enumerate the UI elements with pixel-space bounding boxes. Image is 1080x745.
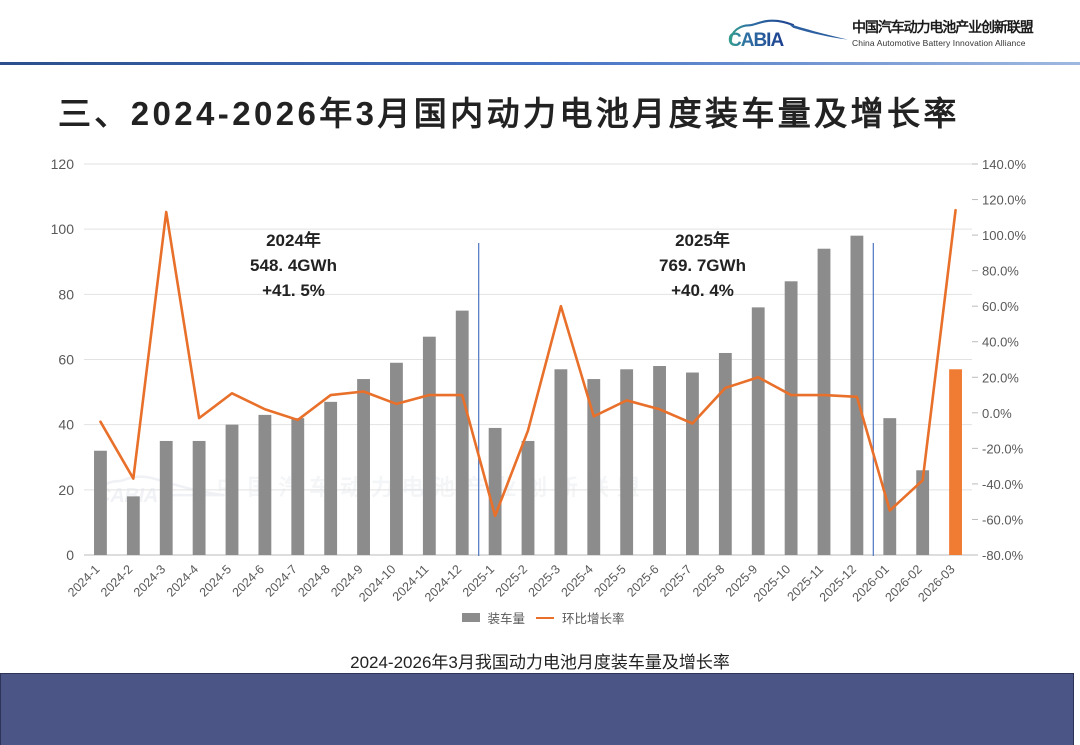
svg-text:2024-2: 2024-2 [98,562,135,599]
svg-text:2025-8: 2025-8 [690,562,727,599]
svg-text:40.0%: 40.0% [982,335,1019,350]
svg-text:2024-1: 2024-1 [65,562,102,599]
svg-text:2025-2: 2025-2 [493,562,530,599]
svg-text:120.0%: 120.0% [982,193,1027,208]
svg-text:20.0%: 20.0% [982,370,1019,385]
svg-text:100: 100 [51,221,75,237]
svg-text:2024-3: 2024-3 [131,562,168,599]
svg-text:2025-4: 2025-4 [558,562,595,599]
svg-text:120: 120 [51,156,75,172]
svg-text:-80.0%: -80.0% [982,548,1024,563]
svg-text:-60.0%: -60.0% [982,512,1024,527]
svg-text:140.0%: 140.0% [982,157,1027,172]
svg-text:20: 20 [58,482,74,498]
svg-text:2024-6: 2024-6 [230,562,267,599]
svg-text:2024-12: 2024-12 [422,562,464,604]
svg-text:2024-4: 2024-4 [164,562,201,599]
svg-text:60: 60 [58,352,74,368]
svg-text:CABIA: CABIA [728,30,784,49]
svg-text:2026-03: 2026-03 [915,562,957,604]
svg-text:2024-10: 2024-10 [356,562,398,604]
svg-text:2025-7: 2025-7 [657,562,694,599]
svg-text:2025-5: 2025-5 [591,562,628,599]
svg-text:2025-1: 2025-1 [460,562,497,599]
svg-text:-40.0%: -40.0% [982,477,1024,492]
svg-text:80: 80 [58,286,74,302]
svg-text:2024-7: 2024-7 [262,562,299,599]
svg-text:2024-8: 2024-8 [295,562,332,599]
svg-text:2025-6: 2025-6 [624,562,661,599]
svg-text:0: 0 [66,547,74,563]
svg-text:-20.0%: -20.0% [982,441,1024,456]
svg-text:0.0%: 0.0% [982,406,1012,421]
svg-text:2025-3: 2025-3 [526,562,563,599]
svg-text:60.0%: 60.0% [982,299,1019,314]
svg-text:40: 40 [58,417,74,433]
svg-text:2025-10: 2025-10 [751,562,793,604]
svg-text:2024-5: 2024-5 [197,562,234,599]
svg-text:100.0%: 100.0% [982,228,1027,243]
svg-text:80.0%: 80.0% [982,264,1019,279]
